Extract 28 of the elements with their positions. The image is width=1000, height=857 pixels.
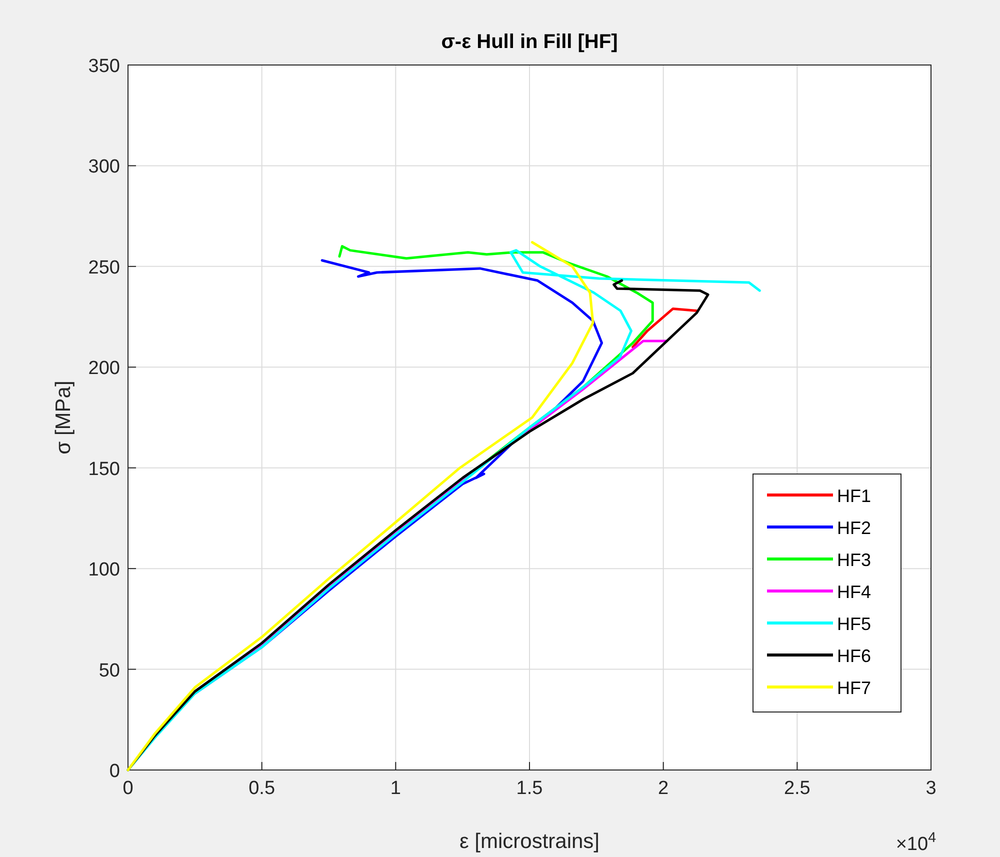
- y-tick-label: 300: [88, 156, 120, 178]
- y-tick-label: 250: [88, 257, 120, 278]
- y-tick-label: 0: [109, 761, 120, 782]
- line-series: [126, 241, 594, 772]
- x-tick-label: 0.5: [248, 778, 276, 799]
- legend-label: HF3: [837, 550, 872, 570]
- y-tick-label: 150: [88, 458, 120, 480]
- legend-label: HF2: [837, 518, 872, 538]
- x-tick-label: 1.5: [516, 778, 543, 799]
- x-axis-title: ε [microstrains]: [459, 830, 600, 853]
- y-tick-label: 100: [88, 560, 120, 581]
- y-axis-title: σ [MPa]: [52, 380, 75, 454]
- line-series: [632, 307, 698, 348]
- x-tick-label: 0: [122, 778, 134, 799]
- legend-label: HF7: [837, 678, 872, 698]
- y-tick-label: 350: [88, 56, 120, 77]
- legend-label: HF4: [837, 582, 872, 602]
- legend-label: HF5: [837, 614, 872, 634]
- legend-label: HF1: [837, 486, 872, 506]
- x-tick-label: 3: [926, 778, 936, 799]
- text: ×10$^{4}$: [896, 830, 936, 855]
- x-tick-label: 2: [658, 778, 669, 799]
- y-tick-label: 200: [88, 358, 120, 380]
- y-tick-label: 50: [98, 660, 120, 682]
- x-tick-label: 1: [390, 778, 401, 799]
- x-tick-label: 2.5: [784, 778, 810, 799]
- legend-label: HF6: [837, 646, 872, 666]
- chart-title: σ-ε Hull in Fill [HF]: [441, 31, 618, 53]
